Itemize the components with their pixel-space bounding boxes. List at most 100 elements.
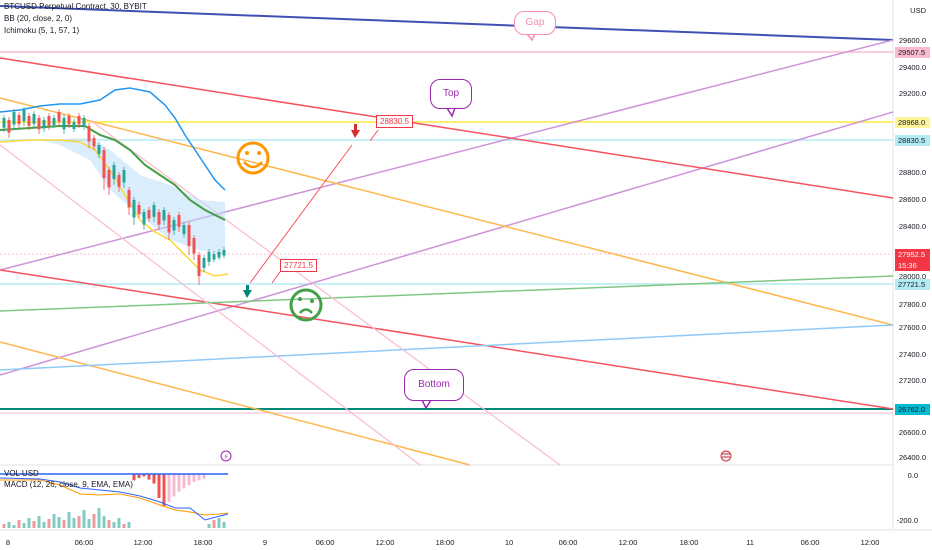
macd-bar <box>152 474 156 484</box>
macd-axis-tick-0: 0.0 <box>907 471 918 480</box>
top-bubble[interactable]: Top <box>430 79 472 109</box>
macd-bar <box>222 522 226 528</box>
uncertain-face-icon[interactable] <box>289 288 323 322</box>
us-flag-event-icon[interactable] <box>720 450 732 462</box>
macd-bar <box>22 523 26 528</box>
macd-bar <box>167 474 171 502</box>
bb-basis <box>0 125 226 221</box>
macd-bar <box>132 474 136 481</box>
time-axis-tick: 06:00 <box>74 538 94 547</box>
macd-bar <box>107 520 111 528</box>
macd-axis-tick-1: -200.0 <box>896 516 918 525</box>
trendline-orange-lower[interactable] <box>0 341 471 466</box>
macd-bar <box>47 519 51 528</box>
macd-bar <box>92 514 96 528</box>
macd-bar <box>17 520 21 528</box>
macd-bar <box>192 474 196 482</box>
macd-bar <box>177 474 181 492</box>
time-axis-tick: 18:00 <box>435 538 455 547</box>
bottom-bubble[interactable]: Bottom <box>404 369 464 401</box>
macd-bar <box>127 522 131 528</box>
macd-bar <box>207 524 211 528</box>
macd-bar <box>202 474 206 479</box>
macd-line <box>0 479 229 516</box>
macd-bar <box>52 514 56 528</box>
macd-bar <box>32 521 36 528</box>
trendline-pink-1[interactable] <box>0 144 421 466</box>
macd-bar <box>142 474 146 477</box>
macd-bar <box>57 517 61 528</box>
macd-bar <box>87 519 91 528</box>
macd-bar <box>97 508 101 528</box>
target-arrow-down-icon <box>351 124 360 138</box>
price-label-26762: 26762.0 <box>895 404 930 415</box>
macd-bar <box>7 522 11 528</box>
macd-bar <box>197 474 201 481</box>
macd-bar <box>212 520 216 528</box>
time-axis-tick: 06:00 <box>800 538 820 547</box>
price-axis-tick: 26400.0 <box>898 453 926 462</box>
price-axis-tick: 29200.0 <box>898 89 926 98</box>
price-label-29507: 29507.5 <box>895 47 930 58</box>
entry-arrow-up-icon <box>243 285 252 298</box>
price-label-28968: 28968.0 <box>895 117 930 128</box>
target-price-callout[interactable]: 28830.5 <box>376 115 413 128</box>
indicator-bb-label[interactable]: BB (20, close, 2, 0) <box>4 14 73 23</box>
trendline-purple-upper[interactable] <box>0 39 894 271</box>
macd-bar <box>137 474 141 478</box>
trendline-green[interactable] <box>0 275 894 312</box>
macd-signal <box>0 477 229 521</box>
macd-bar <box>37 516 41 528</box>
macd-bar <box>217 518 221 528</box>
macd-bar <box>182 474 186 489</box>
lightning-event-icon[interactable] <box>220 450 232 462</box>
time-axis-tick: 18:00 <box>679 538 699 547</box>
macd-bar <box>102 516 106 528</box>
price-axis-tick: 26600.0 <box>898 428 926 437</box>
time-axis-tick: 12:00 <box>860 538 880 547</box>
time-axis-tick: 11 <box>746 538 754 547</box>
trendline-orange-upper[interactable] <box>0 97 894 326</box>
currency-label[interactable]: USD <box>910 6 926 15</box>
macd-bar <box>77 516 81 528</box>
time-axis-tick: 12:00 <box>375 538 395 547</box>
bb-upper-band <box>0 87 226 191</box>
trendline-pink-2[interactable] <box>89 119 561 466</box>
entry-price-callout[interactable]: 27721.5 <box>280 259 317 272</box>
macd-bar <box>117 518 121 528</box>
time-axis-tick: 06:00 <box>558 538 578 547</box>
trendline-red-lower[interactable] <box>0 269 894 410</box>
indicator-volume-label[interactable]: VOL USD <box>4 469 39 478</box>
bar-countdown-label: 15:36 <box>895 260 930 271</box>
macd-bar <box>162 474 166 506</box>
symbol-title[interactable]: BTCUSD Perpetual Contract, 30, BYBIT <box>4 2 147 11</box>
price-label-27721: 27721.5 <box>895 279 930 290</box>
smiley-face-icon[interactable] <box>236 141 270 175</box>
macd-bar <box>62 520 66 528</box>
macd-bar <box>147 474 151 480</box>
trendline-purple-lower[interactable] <box>0 111 894 376</box>
trendline-red-upper[interactable] <box>0 57 894 199</box>
price-axis-tick: 28800.0 <box>898 168 926 177</box>
time-axis-tick: 8 <box>5 538 11 547</box>
trendline-navy[interactable] <box>0 5 894 41</box>
time-axis-tick: 12:00 <box>133 538 153 547</box>
time-axis-tick: 18:00 <box>193 538 213 547</box>
price-axis-tick: 28400.0 <box>898 222 926 231</box>
macd-bar <box>112 522 116 528</box>
macd-bar <box>172 474 176 497</box>
gap-bubble[interactable]: Gap <box>514 11 556 35</box>
indicator-macd-label[interactable]: MACD (12, 26, close, 9, EMA, EMA) <box>4 480 133 489</box>
projection-arrow-line[interactable] <box>249 144 353 284</box>
time-axis-tick: 06:00 <box>315 538 335 547</box>
price-label-28830: 28830.5 <box>895 135 930 146</box>
candlestick-series <box>2 107 226 285</box>
price-axis-tick: 27600.0 <box>898 323 926 332</box>
indicator-ichimoku-label[interactable]: Ichimoku (5, 1, 57, 1) <box>4 26 80 35</box>
trendline-blue[interactable] <box>0 324 894 371</box>
macd-bar <box>42 522 46 528</box>
macd-histogram <box>2 474 226 528</box>
time-axis-tick: 10 <box>504 538 514 547</box>
price-axis-tick: 29400.0 <box>898 63 926 72</box>
